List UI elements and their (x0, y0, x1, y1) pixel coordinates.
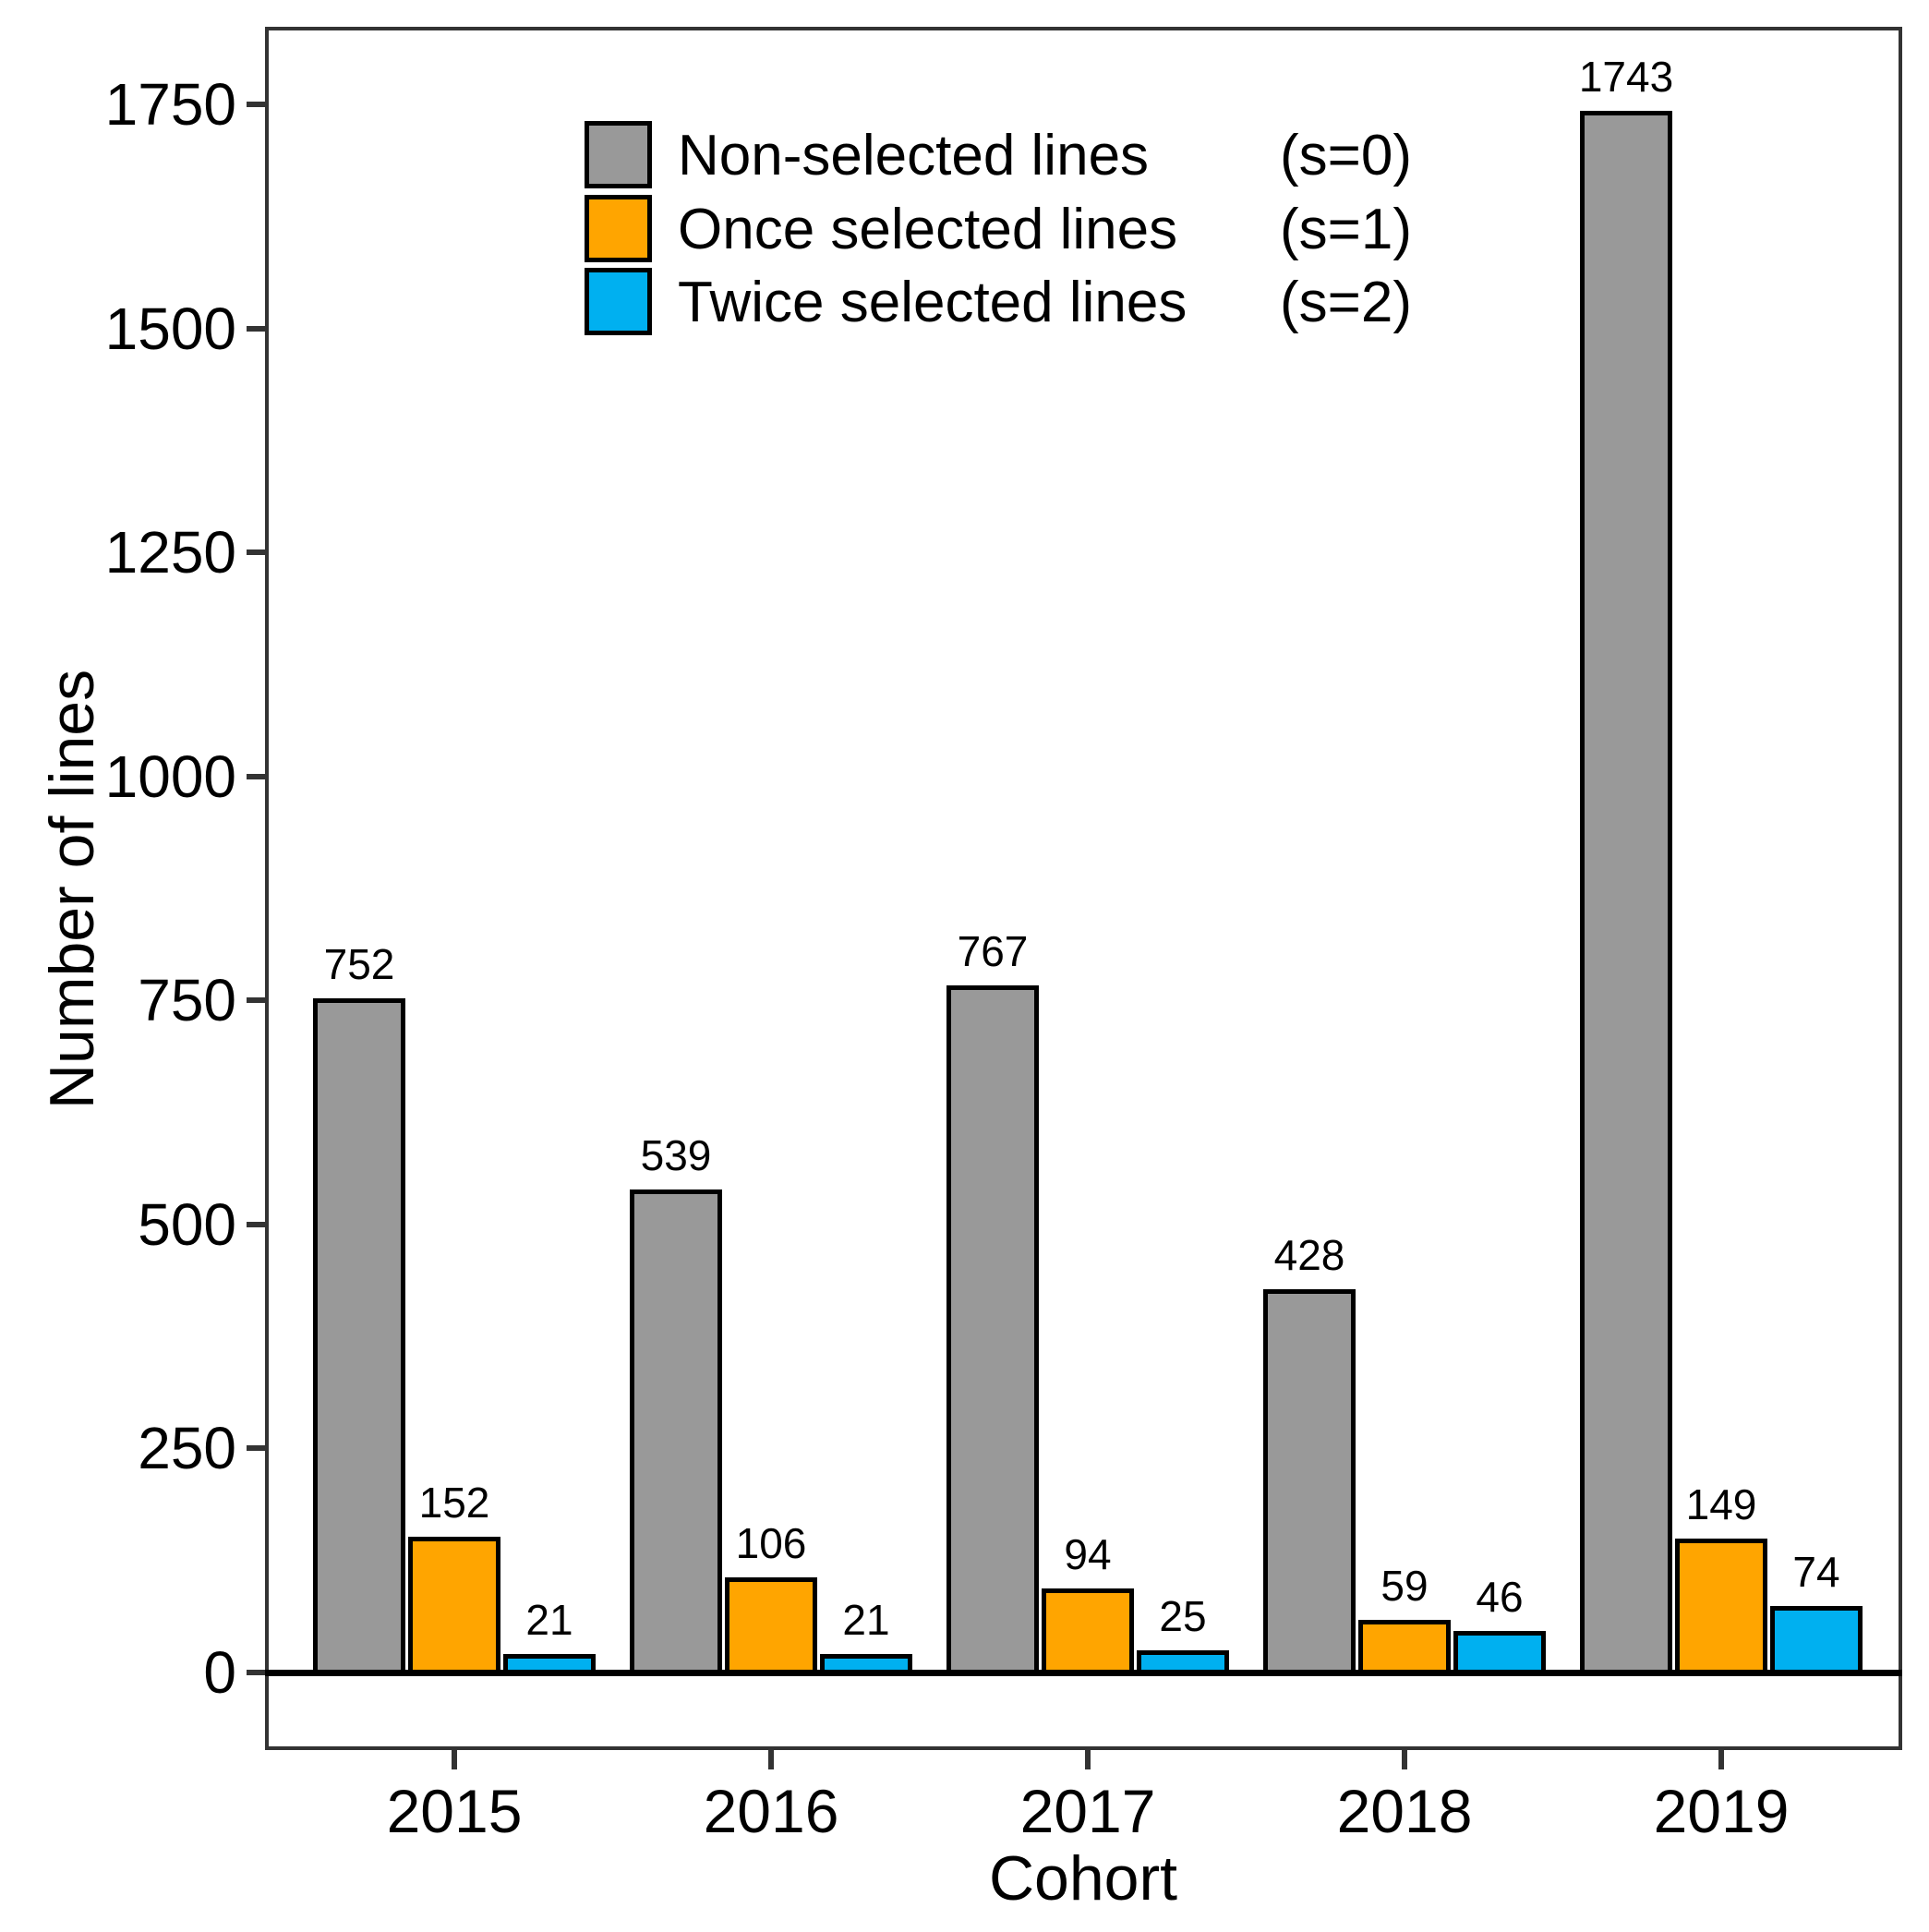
bar-2016-s1 (725, 1577, 817, 1675)
bar-value-label: 21 (525, 1595, 573, 1644)
x-tick-mark (1402, 1750, 1407, 1769)
x-tick-label: 2017 (1019, 1777, 1156, 1845)
y-axis-title: Number of lines (37, 669, 107, 1110)
x-tick-label: 2019 (1653, 1777, 1790, 1845)
legend-row: Once selected lines (s=1) (585, 195, 1739, 262)
legend-suffix: (s=2) (1280, 271, 1412, 334)
bar-value-label: 539 (640, 1131, 712, 1179)
y-tick-label: 1750 (104, 70, 236, 138)
bar-2017-s1 (1042, 1588, 1134, 1675)
x-tick-label: 2015 (386, 1777, 523, 1845)
bar-2019-s2 (1770, 1606, 1863, 1675)
bar-value-label: 428 (1273, 1230, 1345, 1279)
legend-swatch (585, 268, 652, 335)
y-tick-label: 1000 (104, 743, 236, 810)
bar-value-label: 94 (1064, 1529, 1112, 1578)
x-tick-label: 2016 (703, 1777, 839, 1845)
x-axis-baseline (265, 1670, 1902, 1676)
y-tick-label: 0 (203, 1639, 236, 1706)
x-axis-title: Cohort (988, 1843, 1178, 1914)
y-tick-mark (247, 549, 265, 556)
y-tick-mark (247, 773, 265, 779)
y-tick-label: 1250 (104, 519, 236, 586)
bar-2019-s1 (1675, 1539, 1767, 1675)
x-tick-mark (1718, 1750, 1724, 1769)
bar-value-label: 152 (418, 1478, 490, 1527)
x-tick-mark (1085, 1750, 1091, 1769)
bar-2018-s0 (1263, 1288, 1356, 1675)
y-tick-mark (247, 997, 265, 1004)
y-tick-label: 1500 (104, 295, 236, 362)
bar-2019-s0 (1580, 110, 1672, 1675)
legend-label: Once selected lines (678, 198, 1178, 261)
bar-2015-s0 (313, 998, 405, 1675)
x-tick-mark (768, 1750, 774, 1769)
bar-2018-s1 (1358, 1619, 1451, 1675)
y-tick-mark (247, 101, 265, 107)
y-tick-label: 750 (138, 967, 236, 1034)
y-tick-mark (247, 1670, 265, 1675)
bar-value-label: 46 (1476, 1573, 1524, 1622)
bar-2017-s0 (946, 984, 1039, 1675)
y-tick-mark (247, 1221, 265, 1227)
legend-swatch (585, 195, 652, 262)
y-tick-label: 250 (138, 1415, 236, 1482)
bar-value-label: 752 (323, 940, 395, 989)
legend-suffix: (s=0) (1280, 124, 1412, 187)
bar-value-label: 59 (1380, 1561, 1429, 1610)
legend-row: Twice selected lines (s=2) (585, 268, 1739, 335)
bar-value-label: 21 (842, 1595, 890, 1644)
legend-row: Non-selected lines (s=0) (585, 121, 1739, 188)
y-tick-mark (247, 1445, 265, 1452)
bar-2015-s1 (408, 1536, 500, 1675)
bar-value-label: 149 (1685, 1480, 1757, 1529)
y-tick-label: 500 (138, 1190, 236, 1258)
bar-value-label: 74 (1792, 1548, 1840, 1597)
legend-suffix: (s=1) (1280, 198, 1412, 261)
bar-2016-s0 (630, 1189, 722, 1675)
bar-value-label: 1743 (1578, 52, 1674, 101)
x-tick-label: 2018 (1336, 1777, 1473, 1845)
bar-value-label: 767 (957, 926, 1029, 975)
legend-swatch (585, 121, 652, 188)
legend-label: Twice selected lines (678, 271, 1188, 334)
bar-value-label: 25 (1159, 1591, 1207, 1640)
y-tick-mark (247, 325, 265, 332)
legend-label: Non-selected lines (678, 124, 1150, 187)
x-tick-mark (452, 1750, 457, 1769)
bar-2018-s2 (1453, 1631, 1546, 1675)
bar-value-label: 106 (735, 1519, 807, 1568)
